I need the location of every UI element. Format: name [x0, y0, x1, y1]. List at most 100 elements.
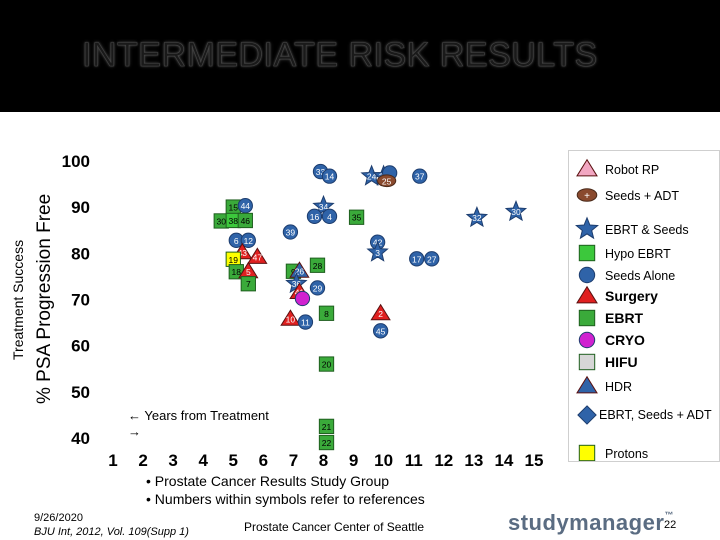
- x-tick-label: 7: [289, 451, 298, 470]
- data-point: 14: [321, 168, 338, 184]
- title-banner: [0, 0, 720, 112]
- data-point: 3: [366, 240, 389, 262]
- data-point-label: 11: [301, 318, 310, 328]
- legend-label: Robot RP: [605, 163, 659, 177]
- legend-label: Seeds Alone: [605, 269, 675, 283]
- data-point: 10: [280, 309, 301, 326]
- logo-tm: ™: [664, 510, 674, 520]
- data-point: 7: [240, 276, 256, 292]
- legend-item: Robot RP: [576, 158, 659, 177]
- legend-item: Protons: [578, 444, 648, 461]
- data-point: 39: [282, 224, 299, 240]
- years-note: ← Years from Treatment: [128, 408, 269, 423]
- data-point-label: 8: [324, 309, 329, 319]
- years-note-arrow: →: [128, 424, 141, 439]
- data-point: 29: [309, 280, 326, 296]
- data-point-label: 33: [316, 167, 326, 177]
- data-point-label: 44: [241, 201, 251, 211]
- legend-item: EBRT: [578, 309, 644, 327]
- legend-label: CRYO: [605, 332, 645, 348]
- data-point: 45: [372, 323, 389, 339]
- legend-label: EBRT, Seeds + ADT: [599, 408, 712, 422]
- data-point-label: 2: [378, 309, 383, 319]
- data-point: 46: [237, 212, 253, 229]
- y-tick-label: 80: [71, 244, 90, 263]
- data-point: 30: [213, 213, 229, 229]
- legend-mark: +: [584, 191, 590, 202]
- data-point-label: 15: [229, 203, 239, 213]
- data-point-label: 17: [412, 254, 422, 264]
- legend-item: HIFU: [578, 353, 638, 371]
- x-tick-label: 1: [108, 451, 117, 470]
- data-point-label: 39: [286, 228, 296, 238]
- data-point: 16: [306, 208, 323, 224]
- data-point: 25: [377, 174, 397, 188]
- legend-item: CRYO: [578, 331, 645, 349]
- data-point-label: 37: [415, 172, 425, 182]
- x-tick-label: 9: [349, 451, 358, 470]
- y-tick-label: 70: [71, 291, 90, 310]
- footer-date: 9/26/2020: [34, 512, 83, 524]
- data-point-label: 28: [313, 261, 323, 271]
- y-tick-label: 40: [71, 429, 90, 448]
- x-tick-label: 5: [229, 451, 238, 470]
- legend-label: EBRT: [605, 310, 644, 326]
- data-point: 22: [318, 434, 335, 451]
- data-point-label: 29: [313, 283, 323, 293]
- legend-label: Seeds + ADT: [605, 189, 679, 203]
- x-tick-label: 2: [138, 451, 147, 470]
- data-point-label: 6: [234, 236, 239, 246]
- data-point: 4: [321, 208, 338, 224]
- bullet-2: • Numbers within symbols refer to refere…: [146, 491, 425, 507]
- data-point-label: 25: [382, 176, 392, 186]
- data-point: 17: [409, 251, 425, 267]
- legend: Robot RP + Seeds + ADT EBRT & Seeds Hypo EBR…: [568, 150, 720, 462]
- data-point-label: 16: [310, 212, 320, 222]
- data-point-label: 22: [322, 438, 332, 448]
- x-tick-label: 11: [405, 451, 423, 470]
- data-point-label: 32: [472, 213, 482, 223]
- data-point-label: 35: [352, 213, 362, 223]
- bullet-1: • Prostate Cancer Results Study Group: [146, 473, 390, 489]
- data-point-label: 3: [375, 248, 380, 258]
- data-point: 37: [412, 168, 428, 184]
- x-tick-label: 8: [319, 451, 328, 470]
- y-tick-label: 60: [71, 337, 90, 356]
- data-point-label: 18: [232, 267, 242, 277]
- legend-item: Seeds Alone: [578, 266, 675, 284]
- data-point: 35: [348, 209, 365, 225]
- legend-item: Hypo EBRT: [578, 244, 671, 262]
- data-point-label: 20: [322, 360, 332, 370]
- x-tick-label: 12: [434, 451, 453, 470]
- data-point-label: 47: [253, 252, 263, 262]
- data-point-label: 34: [319, 202, 329, 212]
- legend-label: Surgery: [605, 288, 658, 304]
- data-point-label: 27: [427, 254, 437, 264]
- data-point-label: 5: [246, 267, 251, 277]
- data-point-label: 43: [238, 248, 248, 258]
- data-point-label: 26: [295, 266, 305, 276]
- data-point-label: 36: [292, 279, 302, 289]
- y-tick-label: 90: [71, 198, 90, 217]
- data-point-label: 24: [367, 172, 377, 182]
- data-point: 47: [247, 247, 268, 264]
- page-number: 22: [664, 519, 677, 531]
- legend-label: Protons: [605, 447, 648, 461]
- y-tick-label: 50: [71, 383, 90, 402]
- legend-item: EBRT & Seeds: [575, 216, 689, 240]
- data-point-label: 21: [322, 422, 332, 432]
- x-tick-label: 14: [494, 451, 513, 470]
- data-point: 34: [312, 194, 335, 217]
- x-tick-label: 4: [198, 451, 208, 470]
- legend-item: + Seeds + ADT: [576, 188, 679, 203]
- legend-label: EBRT & Seeds: [605, 223, 689, 237]
- x-tick-label: 6: [259, 451, 268, 470]
- data-point: 12: [240, 232, 256, 248]
- data-point: 26: [289, 261, 310, 278]
- data-point: 44: [237, 198, 253, 214]
- data-point-label: 38: [229, 216, 239, 226]
- data-point-label: 30: [511, 207, 521, 217]
- legend-label: HIFU: [605, 354, 638, 370]
- footer-center: Prostate Cancer Center of Seattle: [244, 520, 425, 534]
- legend-item: EBRT, Seeds + ADT: [577, 405, 712, 425]
